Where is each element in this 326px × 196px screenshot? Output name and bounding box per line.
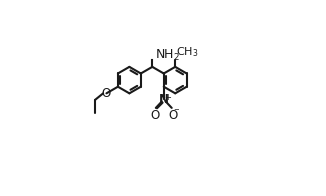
Text: $^-$: $^-$ xyxy=(172,107,181,117)
Text: O: O xyxy=(150,109,159,122)
Text: N: N xyxy=(159,93,169,106)
Text: O: O xyxy=(169,109,178,122)
Text: NH$_2$: NH$_2$ xyxy=(155,48,180,63)
Text: O: O xyxy=(102,87,111,100)
Text: +: + xyxy=(164,93,171,102)
Text: CH$_3$: CH$_3$ xyxy=(176,45,198,59)
